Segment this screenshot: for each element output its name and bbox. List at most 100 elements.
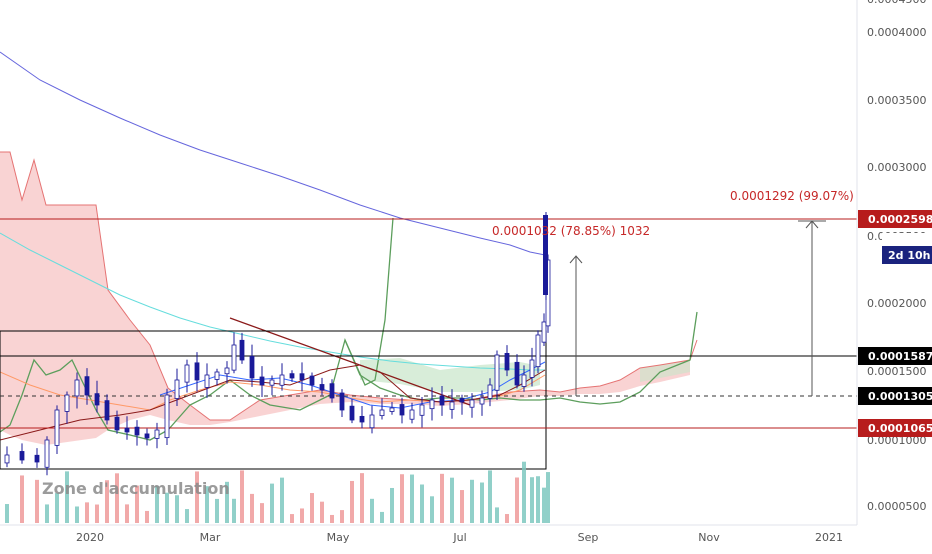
ma-long: [0, 51, 546, 256]
candle: [521, 374, 527, 387]
price-axis-ticks: 0.00040000.00035000.00030000.00025000.00…: [867, 0, 927, 513]
ma-mid: [0, 232, 545, 371]
candle: [74, 379, 80, 397]
volume-bar: [360, 473, 364, 523]
volume-bar: [430, 496, 434, 523]
volume-bar: [215, 498, 219, 523]
candle: [64, 394, 70, 412]
volume-bar: [488, 470, 492, 523]
candle: [164, 394, 170, 439]
volume-bar: [85, 502, 89, 523]
time-axis[interactable]: [0, 525, 857, 550]
volume-bar: [125, 504, 129, 523]
candle: [54, 409, 60, 446]
volume-bar: [495, 507, 499, 523]
volume-bar: [115, 473, 119, 523]
annotation-measure-long: 0.0001292 (99.07%): [730, 189, 854, 203]
volume-bar: [290, 514, 294, 523]
time-tick-label: Sep: [578, 531, 599, 544]
time-tick-label: Nov: [698, 531, 720, 544]
volume-bar: [530, 477, 534, 523]
candle: [359, 415, 365, 423]
volume-bar: [240, 470, 244, 523]
candle: [339, 392, 345, 411]
volume-bar: [390, 487, 394, 523]
candle: [419, 404, 425, 416]
volume-layer: [5, 461, 550, 523]
volume-bar: [460, 490, 464, 523]
candle: [379, 409, 385, 417]
candle: [114, 416, 120, 431]
time-tick-label: Mar: [200, 531, 221, 544]
volume-bar: [310, 493, 314, 523]
candle: [269, 379, 275, 386]
volume-bar: [225, 481, 229, 523]
volume-bar: [185, 509, 189, 523]
candle: [259, 376, 265, 386]
candle: [34, 454, 40, 463]
candle: [84, 376, 90, 396]
price-tick-label: 0.0001500: [867, 365, 927, 378]
volume-bar: [340, 510, 344, 523]
candle: [154, 429, 160, 439]
price-tick-label: 0.0003000: [867, 161, 927, 174]
price-flag: [858, 387, 932, 405]
volume-bar: [35, 479, 39, 523]
time-axis-ticks: 2020 Mar May Jul Sep Nov 2021: [76, 531, 843, 544]
volume-bar: [450, 477, 454, 523]
time-tick-label: 2020: [76, 531, 104, 544]
volume-bar: [542, 487, 546, 523]
cloud-bearish: [0, 152, 690, 445]
candle: [529, 359, 535, 378]
volume-bar: [410, 474, 414, 523]
price-flag: [858, 347, 932, 365]
candle: [124, 427, 130, 433]
price-axis[interactable]: [857, 0, 932, 550]
price-flag-label: 0.0001065: [868, 422, 932, 435]
time-tick-label: 2021: [815, 531, 843, 544]
candle: [319, 384, 325, 391]
candle: [19, 451, 25, 461]
candle: [174, 379, 180, 399]
volume-bar: [300, 508, 304, 523]
candle: [249, 355, 255, 379]
volume-bar: [480, 482, 484, 523]
volume-bar: [55, 493, 59, 523]
ma-short-blue: [159, 361, 546, 409]
candle: [104, 400, 110, 421]
volume-bar: [522, 461, 526, 523]
volume-bar: [470, 479, 474, 523]
volume-bar: [95, 504, 99, 523]
price-tick-label: 0.0001000: [867, 434, 927, 447]
candle: [94, 393, 100, 406]
volume-bar: [380, 511, 384, 523]
candle: [44, 439, 50, 468]
candle: [349, 405, 355, 421]
candle: [194, 362, 200, 381]
candle: [4, 454, 10, 464]
candle: [449, 401, 455, 410]
volume-bar: [232, 498, 236, 523]
annotation-accumulation-zone: Zone d'accumulation: [42, 479, 230, 498]
candle: [144, 433, 150, 439]
volume-bar: [75, 506, 79, 523]
chikou-spike-line: [344, 217, 394, 386]
volume-bar: [5, 504, 9, 523]
candle-breakout: [543, 215, 548, 295]
candle: [429, 399, 435, 410]
volume-bar: [280, 477, 284, 523]
time-tick-label: Jul: [452, 531, 466, 544]
candle: [479, 397, 485, 405]
candle: [204, 374, 210, 388]
candle: [329, 383, 335, 399]
volume-bar: [260, 503, 264, 523]
candle: [389, 407, 395, 412]
volume-bar: [515, 477, 519, 523]
candle: [239, 339, 245, 361]
price-tick-label: 0.0003500: [867, 94, 927, 107]
volume-bar: [370, 498, 374, 523]
volume-bar: [195, 471, 199, 523]
candle: [409, 409, 415, 420]
volume-bar: [350, 480, 354, 523]
candle: [279, 374, 285, 386]
